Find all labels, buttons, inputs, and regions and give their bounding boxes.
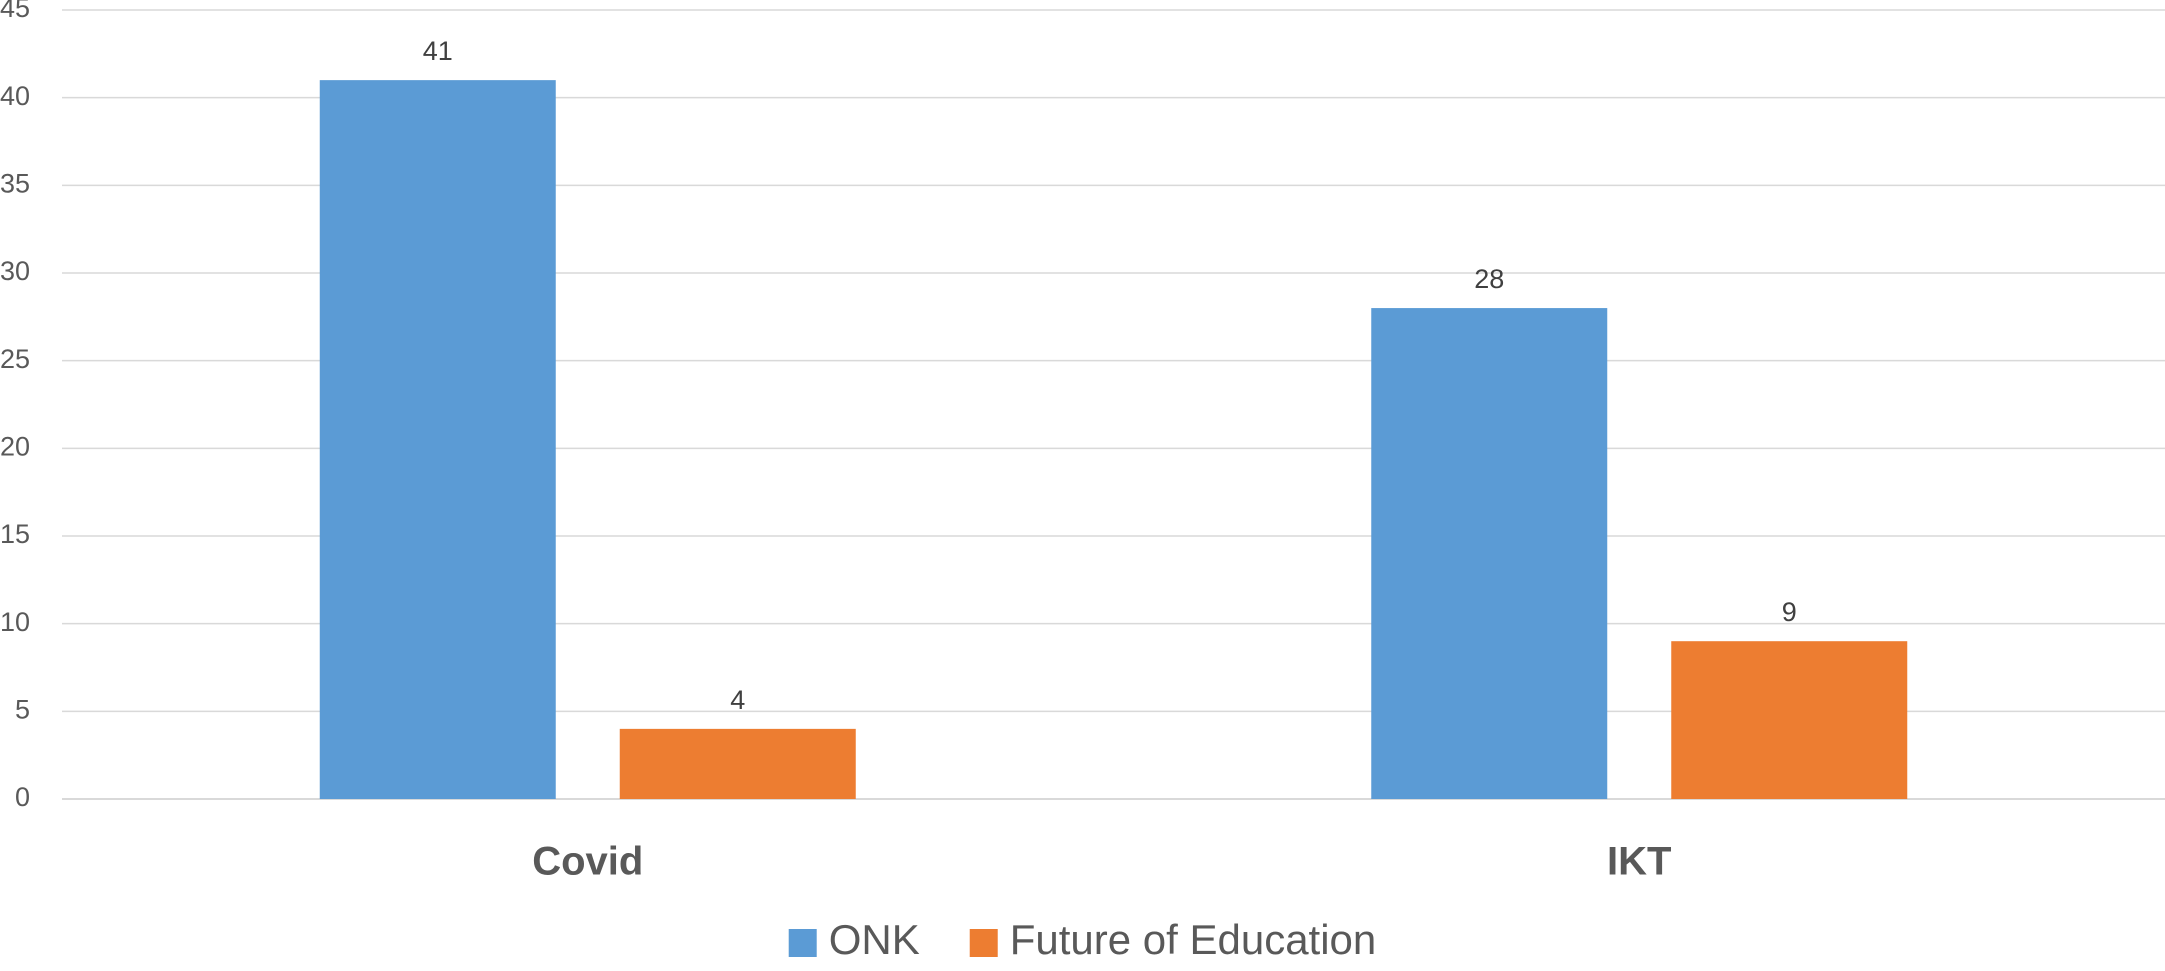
bar: [1671, 641, 1908, 799]
y-tick-label: 30: [0, 256, 30, 286]
y-tick-label: 25: [0, 344, 30, 374]
y-tick-label: 0: [15, 782, 30, 812]
y-tick-label: 10: [0, 607, 30, 637]
y-tick-label: 5: [15, 694, 30, 724]
category-label: IKT: [1607, 840, 1671, 884]
y-tick-label: 20: [0, 431, 30, 461]
x-axis-category-labels: Covid IKT: [532, 840, 1671, 884]
legend-swatch: [969, 929, 998, 957]
data-label: 4: [730, 685, 745, 715]
y-tick-label: 15: [0, 519, 30, 549]
bar: [319, 80, 556, 800]
y-tick-label: 40: [0, 81, 30, 111]
legend-label: Future of Education: [1010, 916, 1377, 963]
bar: [1371, 308, 1608, 799]
data-label: 41: [423, 36, 453, 66]
legend-label: ONK: [829, 916, 920, 963]
y-axis-tick-labels: 0 5 10 15 20 25 30 35 40 45: [0, 0, 30, 812]
data-label: 28: [1474, 264, 1504, 294]
legend: ONK Future of Education: [788, 916, 1377, 963]
y-tick-label: 35: [0, 168, 30, 198]
data-label: 9: [1782, 597, 1797, 627]
data-labels: 41 4 28 9: [423, 36, 1797, 715]
y-tick-label: 45: [0, 0, 30, 23]
category-label: Covid: [532, 840, 643, 884]
bars: [319, 80, 1908, 800]
legend-swatch: [788, 929, 817, 957]
bar: [619, 728, 856, 799]
